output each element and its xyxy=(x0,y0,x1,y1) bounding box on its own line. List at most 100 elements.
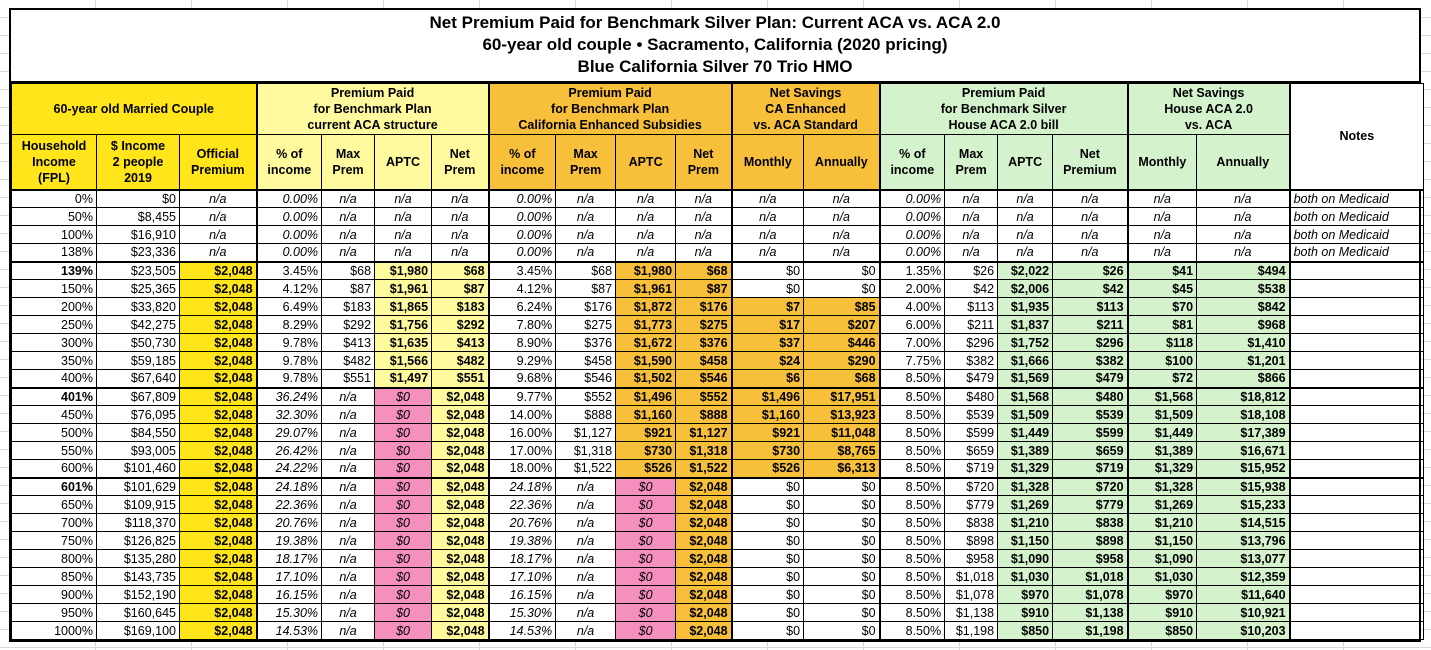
cell-ca-pct-income[interactable]: 3.45% xyxy=(488,261,557,280)
cell-aca2-aptc[interactable]: $1,329 xyxy=(997,459,1054,479)
cell-ca-savings-annually[interactable]: $0 xyxy=(803,495,881,514)
cell-aca2-pct-income[interactable]: 8.50% xyxy=(879,585,946,604)
cell-aca-max-prem[interactable]: n/a xyxy=(321,243,376,263)
cell-aca-net-prem[interactable]: $482 xyxy=(431,351,490,370)
cell-income[interactable]: $160,645 xyxy=(96,603,180,622)
cell-aca2-net-premium[interactable]: $1,138 xyxy=(1052,603,1129,622)
cell-aca-aptc[interactable]: $1,865 xyxy=(374,297,433,316)
cell-aca2-savings-annually[interactable]: $11,640 xyxy=(1196,585,1291,604)
cell-aca2-aptc[interactable]: $910 xyxy=(997,603,1054,622)
col-header-ca-savings-monthly[interactable]: Monthly xyxy=(731,134,805,191)
cell-aca2-savings-annually[interactable]: $15,938 xyxy=(1196,477,1291,496)
cell-ca-savings-monthly[interactable]: $1,160 xyxy=(731,405,805,424)
cell-aca2-savings-annually[interactable]: $18,108 xyxy=(1196,405,1291,424)
cell-ca-pct-income[interactable]: 14.00% xyxy=(488,405,557,424)
cell-aca-net-prem[interactable]: $87 xyxy=(431,279,490,298)
cell-aca-pct-income[interactable]: 14.53% xyxy=(256,621,323,640)
cell-ca-pct-income[interactable]: 16.15% xyxy=(488,585,557,604)
cell-aca2-net-premium[interactable]: $480 xyxy=(1052,387,1129,406)
cell-ca-savings-annually[interactable]: $0 xyxy=(803,621,881,640)
cell-ca-savings-monthly[interactable]: $7 xyxy=(731,297,805,316)
cell-aca-net-prem[interactable]: $2,048 xyxy=(431,549,490,568)
cell-aca2-max-prem[interactable]: $480 xyxy=(944,387,999,406)
cell-ca-savings-annually[interactable]: $446 xyxy=(803,333,881,352)
cell-income[interactable]: $23,336 xyxy=(96,243,180,263)
cell-official-premium[interactable]: n/a xyxy=(178,207,258,226)
cell-ca-aptc[interactable]: n/a xyxy=(615,225,677,244)
cell-fpl[interactable]: 139% xyxy=(11,261,97,280)
cell-aca2-max-prem[interactable]: $211 xyxy=(944,315,999,334)
cell-ca-savings-monthly[interactable]: $6 xyxy=(731,369,805,389)
cell-aca2-savings-annually[interactable]: $10,921 xyxy=(1196,603,1291,622)
cell-ca-savings-annually[interactable]: $6,313 xyxy=(803,459,881,479)
cell-fpl[interactable]: 600% xyxy=(11,459,97,479)
cell-aca2-net-premium[interactable]: n/a xyxy=(1052,207,1129,226)
cell-ca-savings-monthly[interactable]: $0 xyxy=(731,549,805,568)
cell-ca-savings-monthly[interactable]: $0 xyxy=(731,621,805,640)
cell-aca2-pct-income[interactable]: 7.00% xyxy=(879,333,946,352)
cell-ca-aptc[interactable]: $526 xyxy=(615,459,677,479)
cell-aca-net-prem[interactable]: $2,048 xyxy=(431,459,490,479)
cell-ca-savings-monthly[interactable]: $921 xyxy=(731,423,805,442)
cell-aca2-aptc[interactable]: n/a xyxy=(997,189,1054,208)
cell-aca2-max-prem[interactable]: n/a xyxy=(944,225,999,244)
cell-ca-savings-monthly[interactable]: $0 xyxy=(731,279,805,298)
cell-ca-net-prem[interactable]: $376 xyxy=(675,333,733,352)
cell-income[interactable]: $169,100 xyxy=(96,621,180,640)
cell-ca-savings-monthly[interactable]: $37 xyxy=(731,333,805,352)
cell-aca2-max-prem[interactable]: $838 xyxy=(944,513,999,532)
cell-aca-net-prem[interactable]: $2,048 xyxy=(431,621,490,640)
cell-aca2-pct-income[interactable]: 7.75% xyxy=(879,351,946,370)
cell-ca-pct-income[interactable]: 15.30% xyxy=(488,603,557,622)
cell-ca-net-prem[interactable]: $2,048 xyxy=(675,495,733,514)
cell-aca2-savings-annually[interactable]: $10,203 xyxy=(1196,621,1291,640)
cell-ca-savings-monthly[interactable]: n/a xyxy=(731,243,805,263)
cell-aca-net-prem[interactable]: $2,048 xyxy=(431,567,490,586)
cell-ca-savings-annually[interactable]: $0 xyxy=(803,603,881,622)
cell-ca-max-prem[interactable]: n/a xyxy=(555,585,617,604)
cell-aca2-savings-monthly[interactable]: $1,449 xyxy=(1127,423,1198,442)
cell-aca-net-prem[interactable]: $2,048 xyxy=(431,477,490,496)
cell-aca2-max-prem[interactable]: $479 xyxy=(944,369,999,389)
cell-notes[interactable] xyxy=(1289,297,1425,316)
cell-ca-aptc[interactable]: n/a xyxy=(615,243,677,263)
cell-ca-savings-monthly[interactable]: $0 xyxy=(731,531,805,550)
cell-ca-savings-monthly[interactable]: $0 xyxy=(731,585,805,604)
cell-ca-savings-monthly[interactable]: $17 xyxy=(731,315,805,334)
cell-aca-max-prem[interactable]: n/a xyxy=(321,531,376,550)
cell-fpl[interactable]: 650% xyxy=(11,495,97,514)
cell-notes[interactable] xyxy=(1289,477,1425,496)
cell-ca-net-prem[interactable]: $2,048 xyxy=(675,549,733,568)
cell-aca2-net-premium[interactable]: $659 xyxy=(1052,441,1129,460)
cell-aca-pct-income[interactable]: 18.17% xyxy=(256,549,323,568)
cell-income[interactable]: $25,365 xyxy=(96,279,180,298)
cell-aca-aptc[interactable]: n/a xyxy=(374,189,433,208)
cell-aca2-net-premium[interactable]: $42 xyxy=(1052,279,1129,298)
cell-official-premium[interactable]: $2,048 xyxy=(178,603,258,622)
title-block[interactable]: Net Premium Paid for Benchmark Silver Pl… xyxy=(11,10,1419,83)
cell-aca-max-prem[interactable]: n/a xyxy=(321,387,376,406)
cell-aca2-pct-income[interactable]: 1.35% xyxy=(879,261,946,280)
cell-ca-savings-annually[interactable]: n/a xyxy=(803,189,881,208)
cell-aca-pct-income[interactable]: 26.42% xyxy=(256,441,323,460)
cell-ca-net-prem[interactable]: $2,048 xyxy=(675,603,733,622)
cell-ca-savings-annually[interactable]: $0 xyxy=(803,567,881,586)
cell-ca-pct-income[interactable]: 18.17% xyxy=(488,549,557,568)
cell-aca2-pct-income[interactable]: 8.50% xyxy=(879,441,946,460)
cell-aca2-savings-monthly[interactable]: $41 xyxy=(1127,261,1198,280)
cell-official-premium[interactable]: $2,048 xyxy=(178,621,258,640)
cell-ca-savings-annually[interactable]: n/a xyxy=(803,225,881,244)
cell-notes[interactable] xyxy=(1289,351,1425,370)
cell-aca2-savings-annually[interactable]: n/a xyxy=(1196,189,1291,208)
cell-aca2-savings-monthly[interactable]: $1,269 xyxy=(1127,495,1198,514)
cell-ca-pct-income[interactable]: 0.00% xyxy=(488,243,557,263)
cell-ca-max-prem[interactable]: $275 xyxy=(555,315,617,334)
cell-aca2-savings-monthly[interactable]: $72 xyxy=(1127,369,1198,389)
cell-income[interactable]: $67,809 xyxy=(96,387,180,406)
cell-aca2-savings-monthly[interactable]: n/a xyxy=(1127,189,1198,208)
col-header-notes[interactable]: Notes xyxy=(1289,83,1425,191)
cell-ca-aptc[interactable]: $0 xyxy=(615,549,677,568)
cell-ca-pct-income[interactable]: 8.90% xyxy=(488,333,557,352)
cell-ca-savings-annually[interactable]: $68 xyxy=(803,369,881,389)
cell-ca-net-prem[interactable]: $176 xyxy=(675,297,733,316)
